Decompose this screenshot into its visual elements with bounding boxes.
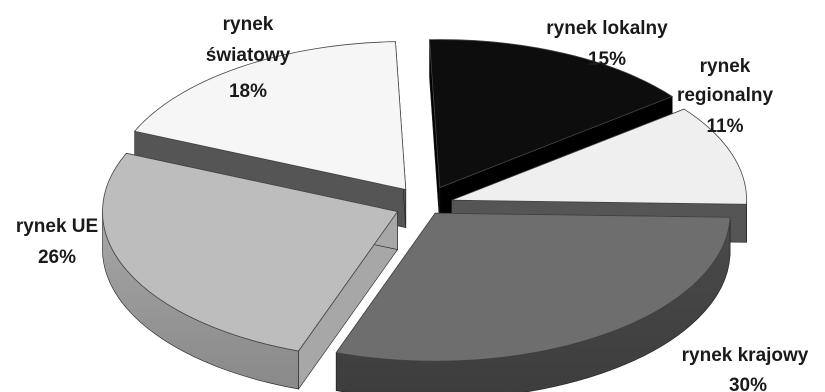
pie-slice-side-shade (102, 211, 299, 390)
label-rynek-swiatowy: rynek światowy 18% (206, 14, 291, 102)
pie-slice-rynek-krajowy (335, 212, 731, 392)
slice-label-percent: 18% (229, 81, 267, 102)
slice-label-name-line2: światowy (206, 45, 291, 66)
slice-label-percent: 26% (38, 247, 76, 268)
slice-label-percent: 15% (588, 49, 626, 70)
pie-slice-top (335, 212, 731, 362)
pie-slice-side-shade (336, 217, 731, 392)
pie-slices (102, 39, 747, 392)
pie-slice-top (451, 108, 747, 205)
slice-label-percent: 30% (729, 375, 767, 392)
label-rynek-krajowy: rynek krajowy 30% (682, 345, 809, 392)
label-rynek-ue: rynek UE 26% (16, 216, 98, 268)
slice-label-percent: 11% (707, 116, 744, 137)
label-rynek-lokalny: rynek lokalny 15% (546, 18, 668, 70)
slice-label-name-line1: rynek (223, 14, 274, 35)
slice-label-name: rynek krajowy (682, 345, 809, 366)
pie-slice-top (133, 41, 407, 191)
label-rynek-regionalny: rynek regionalny 11% (677, 56, 774, 137)
slice-label-name-line2: regionalny (677, 85, 774, 106)
slice-label-name: rynek lokalny (546, 18, 668, 39)
pie-slice-rynek-UE (102, 152, 399, 390)
slice-label-name: rynek UE (16, 216, 98, 237)
pie-slice-top (429, 39, 674, 189)
slice-label-name-line1: rynek (700, 56, 751, 77)
pie-slice-top (102, 152, 399, 352)
